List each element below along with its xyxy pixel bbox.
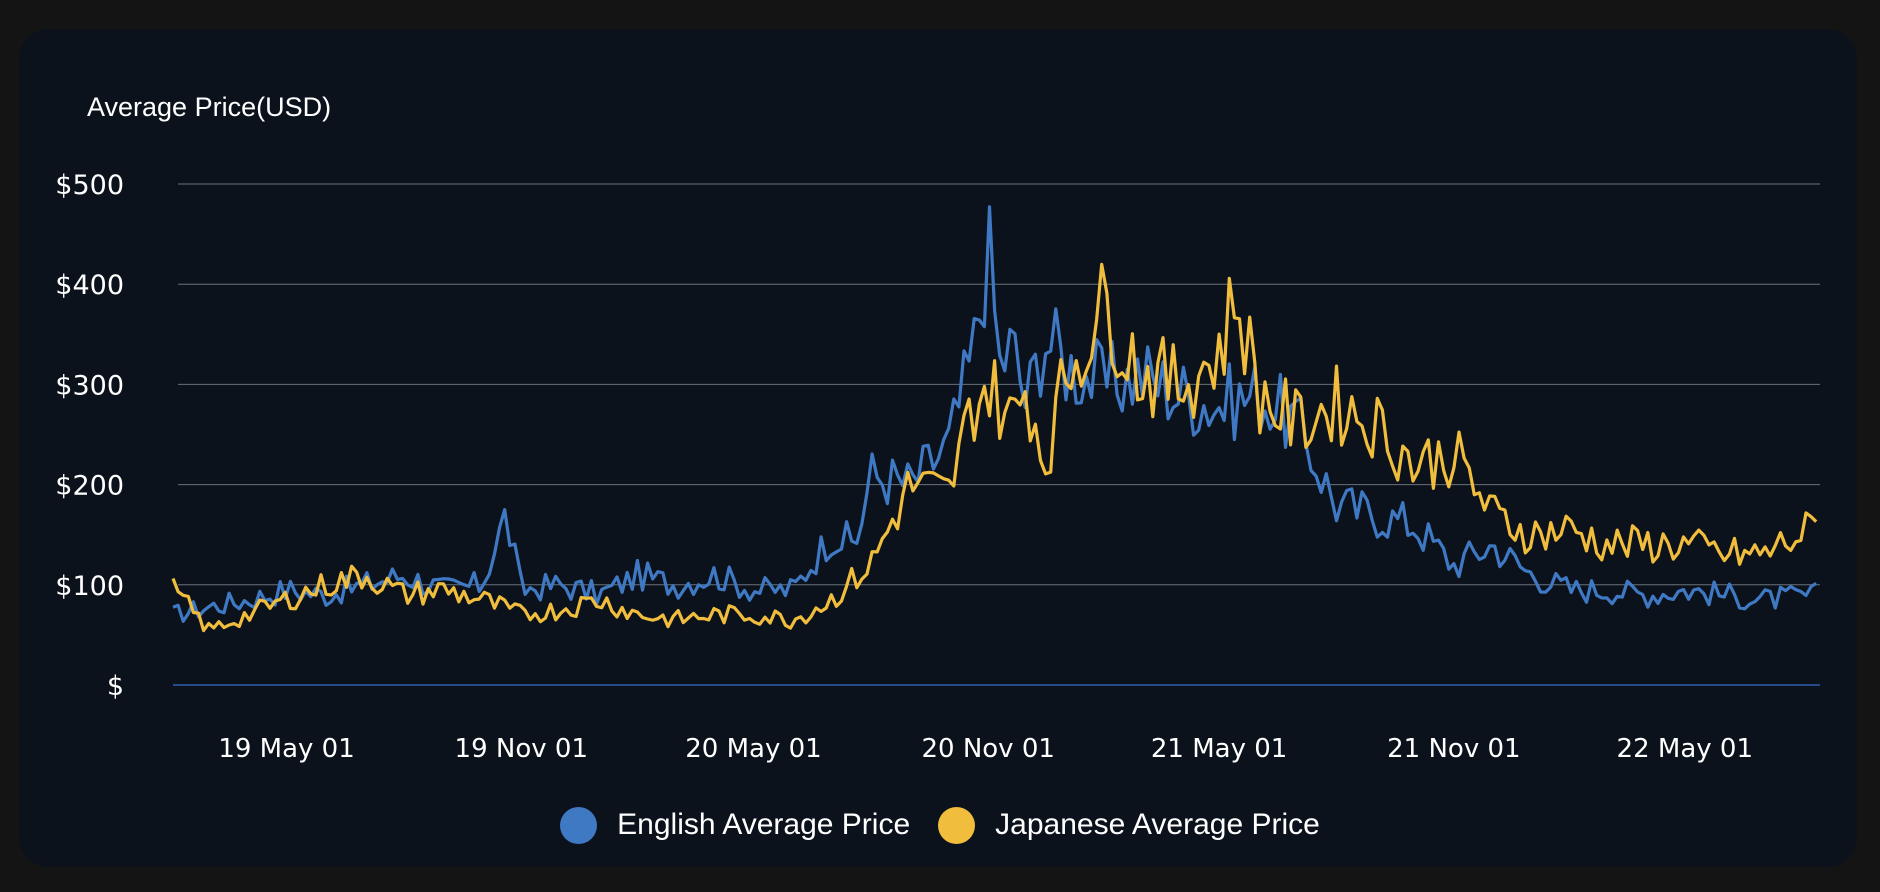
y-tick-label: $ bbox=[107, 671, 124, 702]
x-tick-label: 21 Nov 01 bbox=[1387, 734, 1520, 764]
legend-item-japanese[interactable]: Japanese Average Price bbox=[938, 806, 1320, 844]
legend-swatch-japanese bbox=[938, 806, 976, 844]
x-tick-label: 19 Nov 01 bbox=[455, 734, 588, 764]
series-line-english bbox=[172, 205, 1818, 623]
x-tick-label: 20 Nov 01 bbox=[921, 734, 1054, 764]
y-axis-title: Average Price(USD) bbox=[87, 92, 332, 122]
y-tick-label: $500 bbox=[55, 170, 124, 201]
legend: English Average Price Japanese Average P… bbox=[0, 800, 1880, 850]
chart-card bbox=[19, 29, 1857, 867]
legend-label-english: English Average Price bbox=[617, 808, 911, 841]
x-tick-label: 19 May 01 bbox=[218, 734, 354, 764]
y-tick-label: $400 bbox=[55, 270, 124, 301]
legend-swatch-english bbox=[560, 806, 598, 844]
series-line-japanese bbox=[171, 262, 1818, 633]
x-tick-label: 20 May 01 bbox=[685, 734, 821, 764]
y-tick-label: $200 bbox=[55, 471, 124, 502]
legend-label-japanese: Japanese Average Price bbox=[995, 808, 1320, 841]
x-tick-label: 22 May 01 bbox=[1617, 734, 1753, 764]
legend-item-english[interactable]: English Average Price bbox=[560, 806, 911, 844]
y-tick-label: $300 bbox=[55, 370, 124, 401]
x-tick-label: 21 May 01 bbox=[1151, 734, 1287, 764]
y-tick-label: $100 bbox=[55, 571, 124, 602]
